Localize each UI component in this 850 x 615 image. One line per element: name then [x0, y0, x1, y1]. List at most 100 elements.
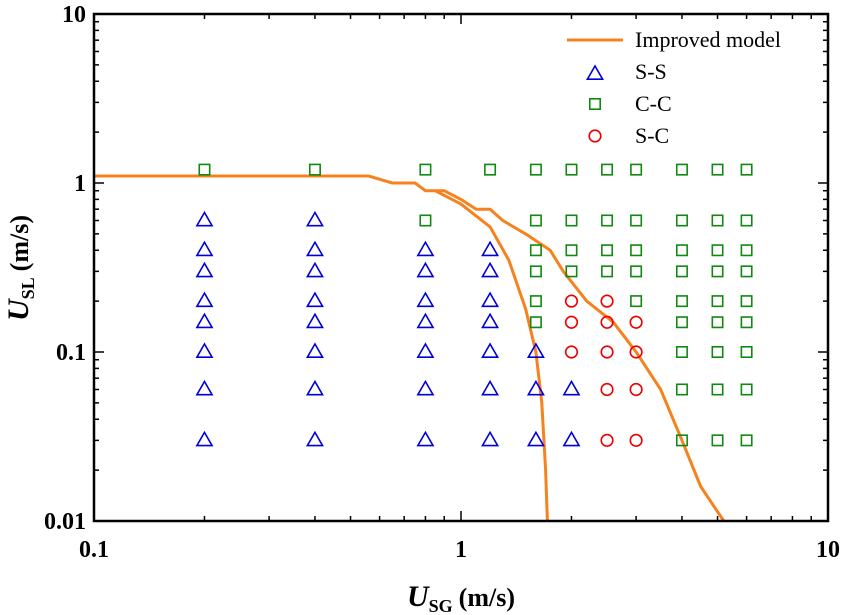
ss-point: [416, 342, 435, 359]
sc-point: [600, 315, 614, 329]
cc-point: [740, 163, 753, 176]
cc-point: [601, 244, 614, 257]
cc-point: [740, 295, 753, 308]
ss-point: [526, 379, 545, 396]
ss-point: [416, 291, 435, 308]
cc-point: [529, 316, 542, 329]
ss-point: [305, 240, 324, 257]
ss-point: [195, 312, 214, 329]
cc-point: [675, 295, 688, 308]
cc-point: [601, 163, 614, 176]
sc-point: [600, 382, 614, 397]
y-axis-label: USL(m/s): [2, 215, 38, 321]
cc-point: [565, 163, 578, 176]
cc-point: [601, 265, 614, 278]
sc-point: [564, 294, 579, 308]
x-tick-label: 10: [816, 537, 840, 563]
cc-point: [630, 265, 643, 278]
y-tick-label: 0.01: [44, 509, 86, 535]
ss-point: [305, 210, 324, 227]
y-tick-label: 10: [62, 2, 86, 28]
ss-point: [416, 379, 435, 396]
ss-point: [305, 430, 324, 447]
ss-point: [562, 379, 581, 396]
ss-point: [195, 342, 214, 359]
cc-point: [484, 163, 497, 176]
ss-point: [481, 261, 500, 278]
legend-marker-cc: [588, 98, 601, 111]
ss-point: [481, 379, 500, 396]
cc-point: [630, 295, 643, 308]
cc-point: [740, 316, 753, 329]
ss-point: [195, 291, 214, 308]
cc-point: [419, 214, 432, 227]
ss-point: [416, 261, 435, 278]
ss-point: [305, 312, 324, 329]
cc-point: [711, 434, 724, 447]
ss-point: [195, 430, 214, 447]
sc-point: [629, 433, 643, 447]
cc-point: [740, 265, 753, 278]
legend-marker-ss: [586, 64, 604, 80]
ss-point: [526, 342, 545, 359]
cc-point: [711, 214, 724, 227]
sc-point: [564, 315, 579, 329]
cc-point: [630, 214, 643, 227]
ss-point: [481, 430, 500, 447]
sc-point: [629, 382, 643, 397]
cc-point: [529, 244, 542, 257]
cc-point: [675, 345, 688, 358]
sc-point: [600, 294, 614, 308]
sc-point: [629, 345, 643, 359]
legend: Improved model S-S C-C S-C: [567, 27, 781, 148]
ss-point: [305, 261, 324, 278]
ss-point: [481, 291, 500, 308]
cc-point: [675, 265, 688, 278]
legend-label: S-C: [635, 123, 669, 148]
cc-point: [675, 434, 688, 447]
legend-label: Improved model: [635, 27, 781, 52]
cc-point: [711, 295, 724, 308]
sc-point: [600, 345, 614, 359]
ss-point: [416, 430, 435, 447]
cc-point: [675, 163, 688, 176]
y-tick-label: 0.1: [56, 340, 86, 366]
ss-point: [305, 342, 324, 359]
ss-point: [195, 261, 214, 278]
cc-point: [711, 345, 724, 358]
ss-point: [195, 210, 214, 227]
cc-point: [711, 244, 724, 257]
cc-point: [601, 214, 614, 227]
cc-point: [675, 383, 688, 396]
legend-marker-sc: [588, 129, 602, 143]
ss-point: [195, 240, 214, 257]
cc-point: [630, 163, 643, 176]
ss-point: [416, 312, 435, 329]
cc-point: [565, 265, 578, 278]
cc-point: [711, 383, 724, 396]
cc-point: [740, 434, 753, 447]
sc-point: [600, 433, 614, 447]
plot-area: [94, 163, 753, 522]
ss-point: [481, 342, 500, 359]
cc-point: [529, 214, 542, 227]
sc-point: [564, 345, 579, 359]
model-curve: [434, 189, 549, 522]
ss-point: [305, 291, 324, 308]
ss-point: [481, 240, 500, 257]
legend-label: C-C: [635, 91, 672, 116]
cc-point: [711, 163, 724, 176]
cc-point: [740, 214, 753, 227]
cc-point: [198, 163, 211, 176]
ss-point: [305, 379, 324, 396]
cc-point: [675, 316, 688, 329]
cc-point: [740, 345, 753, 358]
ss-point: [481, 312, 500, 329]
cc-point: [565, 244, 578, 257]
sc-point: [629, 315, 643, 329]
cc-point: [308, 163, 321, 176]
ss-point: [416, 240, 435, 257]
y-tick-label: 1: [74, 171, 86, 197]
